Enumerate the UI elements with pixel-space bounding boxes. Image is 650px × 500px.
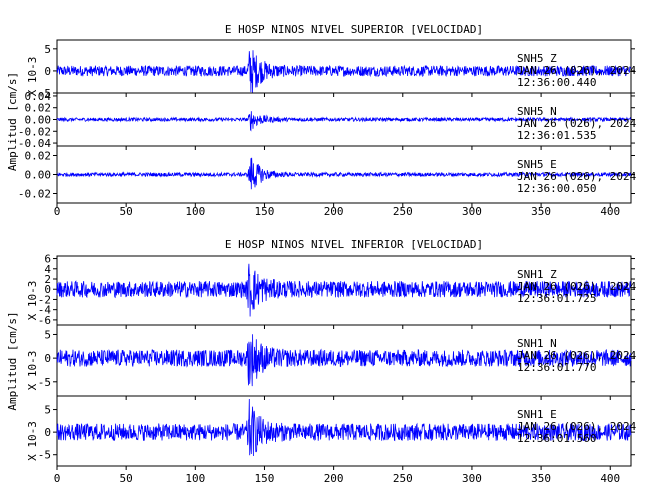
- trace-date-1-1: JAN 26 (026), 2024: [517, 349, 637, 362]
- y-tick-label-0-0-0: -5: [38, 87, 51, 100]
- y-axis-label-0: Amplitud [cm/s]: [6, 72, 19, 171]
- y-tick-label-0-1-4: 0.04: [25, 90, 52, 103]
- y-tick-label-1-0-3: 0: [44, 283, 51, 296]
- y-tick-label-0-1-2: 0.00: [25, 114, 52, 127]
- y-tick-label-1-0-4: 2: [44, 273, 51, 286]
- y-tick-label-1-2-2: 5: [44, 404, 51, 417]
- y-tick-label-1-2-0: -5: [38, 449, 51, 462]
- x-tick-label-0-6: 300: [462, 205, 482, 218]
- waveform-1-1: [56, 334, 632, 387]
- y-tick-label-1-1-0: -5: [38, 376, 51, 389]
- trace-date-0-0: JAN 26 (026), 2024: [517, 64, 637, 77]
- trace-station-0-1: SNH5 N: [517, 105, 557, 118]
- x-tick-label-1-1: 50: [120, 472, 133, 485]
- waveform-0-0: [56, 50, 632, 93]
- x-tick-label-1-3: 150: [255, 472, 275, 485]
- y-tick-label-0-2-0: -0.02: [18, 188, 51, 201]
- x-tick-label-1-8: 400: [600, 472, 620, 485]
- trace-date-0-1: JAN 26 (026), 2024: [517, 117, 637, 130]
- trace-station-1-2: SNH1 E: [517, 408, 557, 421]
- waveform-1-2: [56, 398, 632, 457]
- y-tick-label-0-2-2: 0.02: [25, 150, 52, 163]
- trace-time-0-2: 12:36:00.050: [517, 182, 596, 195]
- x-tick-label-1-5: 250: [393, 472, 413, 485]
- x-tick-label-0-4: 200: [324, 205, 344, 218]
- x-tick-label-1-0: 0: [54, 472, 61, 485]
- y-tick-label-1-1-1: 0: [44, 352, 51, 365]
- y-tick-label-1-0-0: -6: [38, 314, 51, 327]
- trace-date-1-0: JAN 26 (026), 2024: [517, 280, 637, 293]
- y-axis-label-1: Amplitud [cm/s]: [6, 311, 19, 410]
- trace-station-1-1: SNH1 N: [517, 337, 557, 350]
- trace-time-0-0: 12:36:00.440: [517, 76, 596, 89]
- trace-date-0-2: JAN 26 (026), 2024: [517, 170, 637, 183]
- x-tick-label-0-7: 350: [531, 205, 551, 218]
- y-tick-label-0-0-1: 0: [44, 65, 51, 78]
- waveform-0-1: [56, 111, 632, 132]
- x-tick-label-1-6: 300: [462, 472, 482, 485]
- trace-time-1-2: 12:36:01.560: [517, 432, 596, 445]
- y-tick-label-0-2-1: 0.00: [25, 169, 52, 182]
- y-tick-label-1-2-1: 0: [44, 426, 51, 439]
- chart-title-1: E HOSP NINOS NIVEL INFERIOR [VELOCIDAD]: [225, 238, 483, 251]
- x-tick-label-0-0: 0: [54, 205, 61, 218]
- y-tick-label-1-0-5: 4: [44, 263, 51, 276]
- waveform-1-0: [56, 263, 632, 317]
- trace-time-0-1: 12:36:01.535: [517, 129, 596, 142]
- trace-time-1-0: 12:36:01.725: [517, 292, 596, 305]
- x-tick-label-0-1: 50: [120, 205, 133, 218]
- y-tick-label-1-0-1: -4: [38, 304, 52, 317]
- y-tick-label-0-1-1: -0.02: [18, 125, 51, 138]
- trace-station-0-2: SNH5 E: [517, 158, 557, 171]
- trace-time-1-1: 12:36:01.770: [517, 361, 596, 374]
- scale-label-1-1: X 10-3: [26, 351, 39, 391]
- x-tick-label-1-2: 100: [185, 472, 205, 485]
- y-tick-label-0-0-2: 5: [44, 43, 51, 56]
- waveform-0-2: [56, 157, 632, 190]
- y-tick-label-1-0-6: 6: [44, 253, 51, 266]
- x-tick-label-0-5: 250: [393, 205, 413, 218]
- trace-station-0-0: SNH5 Z: [517, 52, 557, 65]
- x-tick-label-0-8: 400: [600, 205, 620, 218]
- scale-label-1-0: X 10-3: [26, 281, 39, 321]
- x-tick-label-0-2: 100: [185, 205, 205, 218]
- trace-station-1-0: SNH1 Z: [517, 268, 557, 281]
- chart-title-0: E HOSP NINOS NIVEL SUPERIOR [VELOCIDAD]: [225, 23, 483, 36]
- scale-label-0-0: X 10-3: [26, 57, 39, 97]
- y-tick-label-0-1-0: -0.04: [18, 137, 51, 150]
- y-tick-label-1-0-2: -2: [38, 293, 51, 306]
- y-tick-label-0-1-3: 0.02: [25, 102, 52, 115]
- y-tick-label-1-1-2: 5: [44, 328, 51, 341]
- x-tick-label-1-4: 200: [324, 472, 344, 485]
- x-tick-label-0-3: 150: [255, 205, 275, 218]
- trace-date-1-2: JAN 26 (026), 2024: [517, 420, 637, 433]
- scale-label-1-2: X 10-3: [26, 421, 39, 461]
- x-tick-label-1-7: 350: [531, 472, 551, 485]
